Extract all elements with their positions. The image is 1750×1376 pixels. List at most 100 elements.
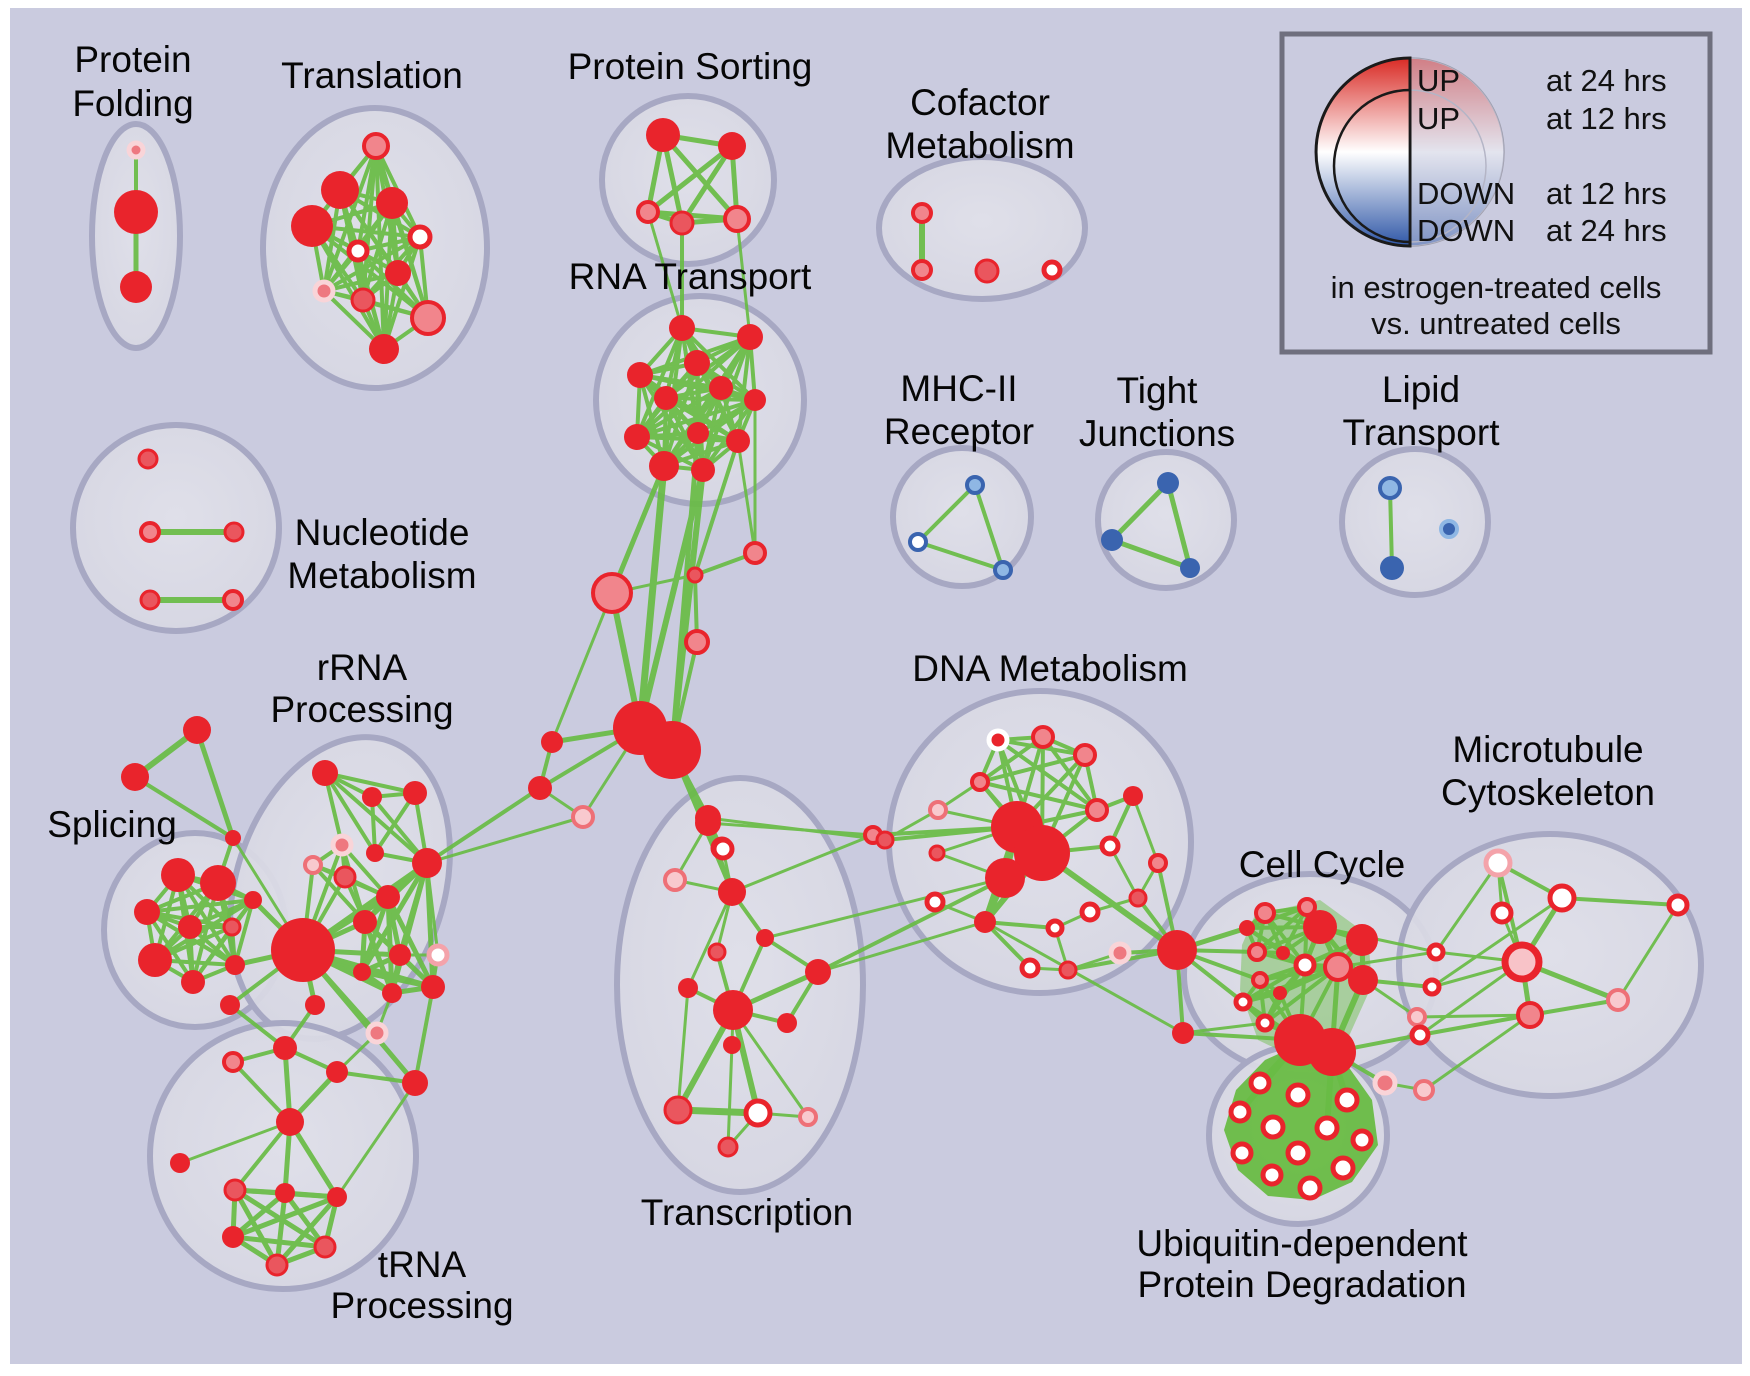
legend-direction-4: DOWN xyxy=(1417,213,1515,248)
edge-tj1-tj2 xyxy=(1109,480,1171,543)
node-tx6 xyxy=(707,942,727,962)
node-rr8 xyxy=(412,848,442,878)
edge-mh1-mh3 xyxy=(973,483,1005,572)
cluster-label-cell-cycle-line1: Cell Cycle xyxy=(1239,844,1406,885)
node-cn4 xyxy=(684,629,710,655)
node-cn1 xyxy=(686,566,704,584)
edge-rr14-rr8 xyxy=(359,860,430,975)
node-tl6 xyxy=(346,239,370,263)
node-nm4 xyxy=(139,589,161,611)
node-dm19 xyxy=(1128,888,1148,908)
node-rr23 xyxy=(402,1070,428,1096)
node-tx2 xyxy=(711,837,735,861)
node-ub8 xyxy=(1230,1141,1254,1165)
node-cc5 xyxy=(1346,924,1378,956)
node-tx7 xyxy=(678,978,698,998)
node-cf1 xyxy=(911,202,933,224)
node-pf2 xyxy=(114,190,158,234)
node-rt10 xyxy=(726,429,750,453)
edge-mt2-mt11 xyxy=(1560,896,1680,907)
node-cc17 xyxy=(1172,1022,1194,1044)
legend-time-2: at 12 hrs xyxy=(1546,101,1667,136)
node-rr5 xyxy=(303,855,323,875)
node-ps1 xyxy=(646,118,680,152)
edge-tx8-dm16 xyxy=(816,920,987,974)
cluster-label-protein-sorting-line1: Protein Sorting xyxy=(568,46,813,87)
cluster-label-microtubule-cytoskeleton-line1: Microtubule xyxy=(1452,729,1643,770)
edge-tx9-tx14 xyxy=(731,1008,810,1119)
edge-dm4-dm6 xyxy=(978,780,1099,812)
legend-footnote-line2: vs. untreated cells xyxy=(1371,306,1621,341)
edge-sp8-sp9 xyxy=(233,898,255,967)
node-cc3 xyxy=(1239,920,1255,936)
node-cf2 xyxy=(911,259,933,281)
cluster-label-lipid-transport-line1: Lipid xyxy=(1382,369,1460,410)
node-tn7 xyxy=(223,1178,247,1202)
node-dm23 xyxy=(1157,930,1197,970)
edge-ps3-rt1 xyxy=(646,210,684,330)
node-nm1 xyxy=(137,448,159,470)
node-tn1 xyxy=(220,995,240,1015)
edge-rr14-rr9 xyxy=(359,894,391,975)
node-dm7 xyxy=(1123,786,1143,806)
edge-tj1-tj3 xyxy=(1165,480,1193,571)
node-mt11 xyxy=(1666,893,1690,917)
cluster-nucleotide-metabolism xyxy=(70,422,282,634)
node-cn2 xyxy=(743,541,767,565)
node-cc6 xyxy=(1247,942,1267,962)
edge-dm5-dm8 xyxy=(883,808,940,842)
edge-tri2-tri3 xyxy=(133,775,235,840)
legend-ring-inner-left xyxy=(1332,88,1412,244)
node-mt15 xyxy=(1413,1079,1435,1101)
node-cn6 xyxy=(528,776,552,800)
legend-direction-1: UP xyxy=(1417,63,1460,98)
edge-mt9-mt4 xyxy=(1418,960,1524,1037)
edge-rr15-rr8 xyxy=(389,860,430,996)
edge-tx8-dm12 xyxy=(816,876,1007,974)
node-tri2 xyxy=(121,763,149,791)
node-rt9 xyxy=(687,422,709,444)
node-sp3 xyxy=(134,899,160,925)
edge-cc8-cc13 xyxy=(1241,963,1307,1004)
cluster-label-ubiquitin-degradation-line1: Ubiquitin-dependent xyxy=(1136,1223,1468,1264)
node-cn7 xyxy=(571,805,595,829)
legend-time-3: at 12 hrs xyxy=(1546,176,1667,211)
node-mt14 xyxy=(1372,1070,1398,1096)
cluster-label-mhc-ii-receptor-line2: Receptor xyxy=(884,411,1034,452)
edge-dm16-dm18 xyxy=(983,920,1057,930)
node-cc11 xyxy=(1251,971,1269,989)
edge-ps5-rt2 xyxy=(735,217,752,339)
edge-rt8-rt10 xyxy=(635,435,740,443)
edge-cn7-rr8 xyxy=(425,815,585,865)
cluster-lipid-transport xyxy=(1339,446,1491,598)
edge-rt7-rt11 xyxy=(662,398,757,468)
node-sp7 xyxy=(181,970,205,994)
node-rr1 xyxy=(312,760,338,786)
node-rt5 xyxy=(654,386,678,410)
node-tn6 xyxy=(170,1153,190,1173)
node-cc1 xyxy=(1254,902,1276,924)
cluster-label-tight-junctions-line1: Tight xyxy=(1117,370,1199,411)
node-tl8 xyxy=(312,279,336,303)
node-cc7 xyxy=(1276,946,1290,960)
node-nm5 xyxy=(222,589,244,611)
node-dm20 xyxy=(1108,941,1132,965)
node-rt12 xyxy=(691,458,715,482)
edge-tx11-tx15 xyxy=(726,1043,734,1149)
edge-tn5-tn9 xyxy=(287,1119,340,1200)
node-ub4 xyxy=(1228,1100,1252,1124)
cluster-label-splicing-line1: Splicing xyxy=(47,804,177,845)
node-cc13 xyxy=(1233,992,1253,1012)
edge-cn3-rt11 xyxy=(609,463,667,596)
edge-rr23-tn4 xyxy=(335,1070,417,1085)
edge-mh1-mh2 xyxy=(916,483,977,544)
node-rt4 xyxy=(627,362,653,388)
node-dm8 xyxy=(875,830,895,850)
node-rt2 xyxy=(737,324,763,350)
edge-rt11-hub1 xyxy=(636,462,668,732)
node-tl2 xyxy=(321,171,359,209)
node-dm3 xyxy=(1073,743,1097,767)
node-tx8 xyxy=(805,959,831,985)
edge-dm1-dm6 xyxy=(996,738,1099,812)
node-rt11 xyxy=(649,451,679,481)
